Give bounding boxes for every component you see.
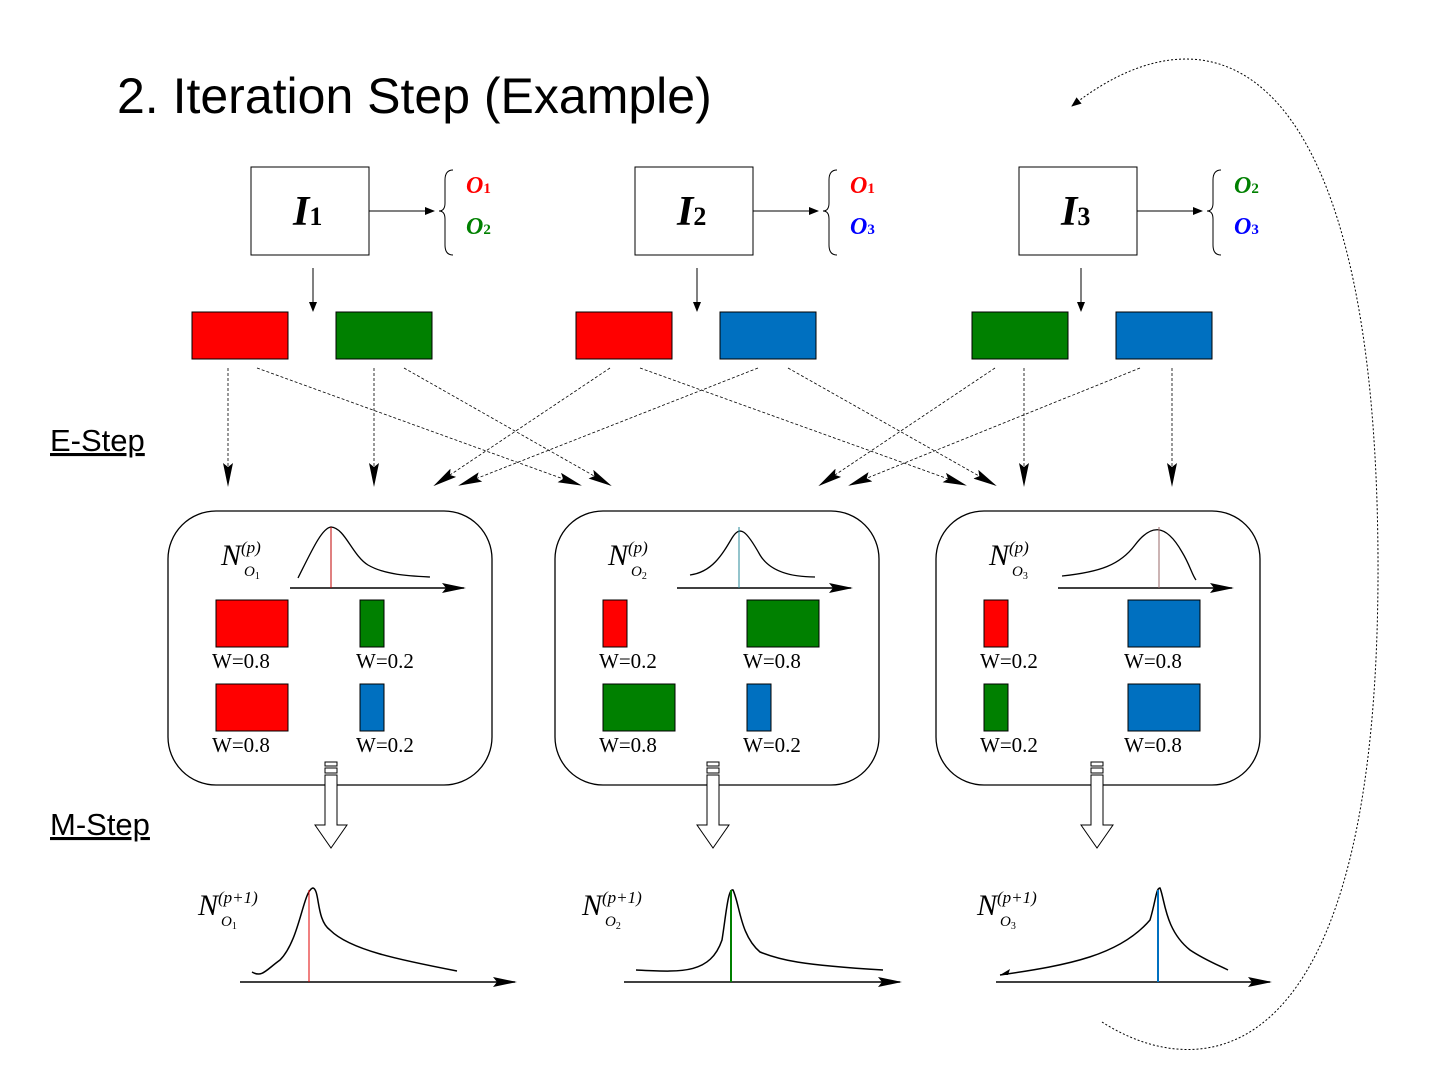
weight-label: W=0.2 [980, 649, 1038, 673]
weight-label: W=0.8 [599, 733, 657, 757]
weight-label: W=0.8 [212, 733, 270, 757]
weighted-region [359, 599, 385, 648]
brace-icon [438, 169, 454, 256]
e-step-arrow [403, 367, 612, 486]
distribution-subscript: O3 [1012, 564, 1028, 582]
updated-distribution-1: N(p+1)O1 [197, 887, 517, 987]
distribution-label: N(p+1) [976, 888, 1037, 922]
weighted-region [746, 599, 820, 648]
updated-distribution-3: N(p+1)O3 [976, 887, 1272, 987]
distribution-subscript: O2 [631, 564, 647, 582]
image-label: I1 [292, 189, 322, 235]
brace-icon [822, 169, 838, 256]
e-step-arrow [787, 367, 997, 486]
weight-label: W=0.2 [599, 649, 657, 673]
weighted-region [602, 683, 676, 732]
weighted-region [983, 599, 1009, 648]
weight-label: W=0.2 [980, 733, 1038, 757]
m-step-arrow [696, 761, 730, 849]
updated-distribution-2: N(p+1)O2 [581, 888, 902, 987]
object-region-2 [335, 311, 433, 360]
weighted-region [746, 683, 772, 732]
image-box [634, 166, 754, 256]
weighted-region [602, 599, 628, 648]
weighted-region [1127, 683, 1201, 732]
weighted-region [215, 683, 289, 732]
weight-label: W=0.2 [356, 649, 414, 673]
distribution-curve [251, 887, 458, 975]
object-label: O2 [466, 214, 491, 240]
model-box-3: N(p)O3 W=0.2 W=0.8 W=0.2 W=0.8 [935, 510, 1261, 849]
weight-label: W=0.8 [212, 649, 270, 673]
object-label: O1 [466, 173, 491, 199]
object-region-2 [719, 311, 817, 360]
arrowhead-icon [1000, 969, 1010, 975]
distribution-curve [635, 889, 884, 972]
e-step-arrow [818, 367, 996, 487]
object-region-2 [1115, 311, 1213, 360]
image-node-3: I3 O2 O3 [971, 166, 1259, 360]
distribution-label: N(p) [988, 538, 1029, 572]
e-step-arrow [848, 367, 1141, 486]
model-box-1: N(p)O1 W=0.8 W=0.2 W=0.8 W=0.2 [167, 510, 493, 849]
object-region-1 [575, 311, 673, 360]
distribution-label: N(p) [607, 538, 648, 572]
object-label: O3 [1234, 214, 1259, 240]
m-step-arrow [314, 761, 348, 849]
e-step-arrow [639, 367, 967, 486]
object-region-1 [191, 311, 289, 360]
e-step-arrow [256, 367, 582, 486]
weight-label: W=0.8 [1124, 649, 1182, 673]
weight-label: W=0.2 [356, 733, 414, 757]
image-label: I2 [676, 189, 706, 235]
distribution-subscript: O2 [605, 914, 621, 932]
object-label: O1 [850, 173, 875, 199]
distribution-label: N(p+1) [197, 888, 258, 922]
weighted-region [215, 599, 289, 648]
distribution-subscript: O1 [244, 564, 260, 582]
model-box-2: N(p)O2 W=0.2 W=0.8 W=0.8 W=0.2 [554, 510, 880, 849]
distribution-curve [999, 887, 1229, 976]
image-node-1: I1 O1 O2 [191, 166, 491, 360]
image-node-2: I2 O1 O3 [575, 166, 875, 360]
distribution-subscript: O1 [221, 914, 237, 932]
object-region-1 [971, 311, 1069, 360]
distribution-curve [1061, 529, 1197, 581]
distribution-subscript: O3 [1000, 914, 1016, 932]
weighted-region [983, 683, 1009, 732]
object-label: O3 [850, 214, 875, 240]
object-label: O2 [1234, 173, 1259, 199]
distribution-label: N(p+1) [581, 888, 642, 922]
e-step-arrow [458, 367, 759, 486]
image-box [250, 166, 370, 256]
image-label: I3 [1060, 189, 1090, 235]
weighted-region [359, 683, 385, 732]
distribution-curve [297, 526, 431, 579]
e-step-label: E-Step [50, 423, 145, 458]
weight-label: W=0.8 [1124, 733, 1182, 757]
m-step-label: M-Step [50, 807, 150, 842]
weighted-region [1127, 599, 1201, 648]
slide-title: 2. Iteration Step (Example) [117, 68, 712, 124]
e-step-arrow [433, 367, 611, 487]
distribution-label: N(p) [220, 538, 261, 572]
brace-icon [1206, 169, 1222, 256]
weight-label: W=0.2 [743, 733, 801, 757]
m-step-arrow [1080, 761, 1114, 849]
weight-label: W=0.8 [743, 649, 801, 673]
distribution-curve [689, 530, 816, 578]
